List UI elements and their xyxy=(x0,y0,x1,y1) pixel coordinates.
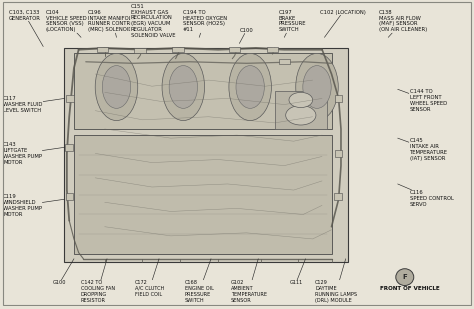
Ellipse shape xyxy=(303,66,331,108)
Text: C142 TO
COOLING FAN
DROPPING
RESISTOR: C142 TO COOLING FAN DROPPING RESISTOR xyxy=(81,259,115,303)
Ellipse shape xyxy=(296,53,338,121)
Bar xyxy=(229,47,240,52)
Bar xyxy=(65,144,73,151)
Text: C119
WINDSHIELD
WASHER PUMP
MOTOR: C119 WINDSHIELD WASHER PUMP MOTOR xyxy=(3,194,64,217)
Bar xyxy=(335,150,342,157)
Text: C145
INTAKE AIR
TEMPERATURE
(IAT) SENSOR: C145 INTAKE AIR TEMPERATURE (IAT) SENSOR xyxy=(398,138,447,161)
Bar xyxy=(66,193,73,200)
Ellipse shape xyxy=(236,66,264,108)
Text: C103, C133
GENERATOR: C103, C133 GENERATOR xyxy=(9,10,43,47)
Bar xyxy=(97,47,108,52)
Text: C138
MASS AIR FLOW
(MAF) SENSOR
(ON AIR CLEANER): C138 MASS AIR FLOW (MAF) SENSOR (ON AIR … xyxy=(379,10,427,37)
Text: C172
A/C CLUTCH
FIELD COIL: C172 A/C CLUTCH FIELD COIL xyxy=(135,259,164,297)
Bar xyxy=(66,95,74,102)
Bar xyxy=(267,47,278,52)
Text: C129
DAYTIME
RUNNING LAMPS
(DRL) MODULE: C129 DAYTIME RUNNING LAMPS (DRL) MODULE xyxy=(315,259,357,303)
Circle shape xyxy=(289,92,313,108)
Text: C168
ENGINE OIL
PRESSURE
SWITCH: C168 ENGINE OIL PRESSURE SWITCH xyxy=(185,259,214,303)
Text: C151
EXHAUST GAS
RECIRCULATION
(EGR) VACUUM
REGULATOR
SOLENOID VALVE: C151 EXHAUST GAS RECIRCULATION (EGR) VAC… xyxy=(131,4,175,38)
Text: C104
VEHICLE SPEED
SENSOR (VSS)
(LOCATION): C104 VEHICLE SPEED SENSOR (VSS) (LOCATIO… xyxy=(46,10,86,37)
Text: C102 (LOCATION): C102 (LOCATION) xyxy=(319,10,365,37)
Text: G102
AMBIENT
TEMPERATURE
SENSOR: G102 AMBIENT TEMPERATURE SENSOR xyxy=(231,259,267,303)
Ellipse shape xyxy=(95,53,138,121)
Circle shape xyxy=(286,105,316,125)
Bar xyxy=(74,53,331,129)
Bar xyxy=(64,48,348,262)
Bar xyxy=(135,48,146,53)
Text: C197
BRAKE
PRESSURE
SWITCH: C197 BRAKE PRESSURE SWITCH xyxy=(279,10,306,37)
Bar xyxy=(172,47,183,52)
Text: C143
LIFTGATE
WASHER PUMP
MOTOR: C143 LIFTGATE WASHER PUMP MOTOR xyxy=(3,142,64,165)
Ellipse shape xyxy=(169,66,198,108)
Ellipse shape xyxy=(162,53,205,121)
Text: FRONT OF VEHICLE: FRONT OF VEHICLE xyxy=(380,286,439,291)
Text: C100: C100 xyxy=(239,28,253,44)
Text: F: F xyxy=(402,274,407,280)
Text: C144 TO
LEFT FRONT
WHEEL SPEED
SENSOR: C144 TO LEFT FRONT WHEEL SPEED SENSOR xyxy=(398,89,447,112)
Bar xyxy=(275,91,327,129)
Text: C194 TO
HEATED OXYGEN
SENSOR (HO2S)
#11: C194 TO HEATED OXYGEN SENSOR (HO2S) #11 xyxy=(182,10,227,37)
Bar xyxy=(74,135,331,254)
Ellipse shape xyxy=(102,66,131,108)
Text: G100: G100 xyxy=(53,259,74,285)
Text: C117
WASHER FLUID
LEVEL SWITCH: C117 WASHER FLUID LEVEL SWITCH xyxy=(3,96,64,113)
Text: C116
SPEED CONTROL
SERVO: C116 SPEED CONTROL SERVO xyxy=(398,184,453,207)
Bar xyxy=(279,59,290,64)
Text: G111: G111 xyxy=(290,259,306,285)
Bar xyxy=(334,193,342,200)
Ellipse shape xyxy=(396,269,414,286)
Text: C196
INTAKE MANIFOLD
RUNNER CONTROL
(MRC) SOLENOID: C196 INTAKE MANIFOLD RUNNER CONTROL (MRC… xyxy=(88,10,137,37)
Bar xyxy=(335,95,342,102)
Ellipse shape xyxy=(229,53,272,121)
